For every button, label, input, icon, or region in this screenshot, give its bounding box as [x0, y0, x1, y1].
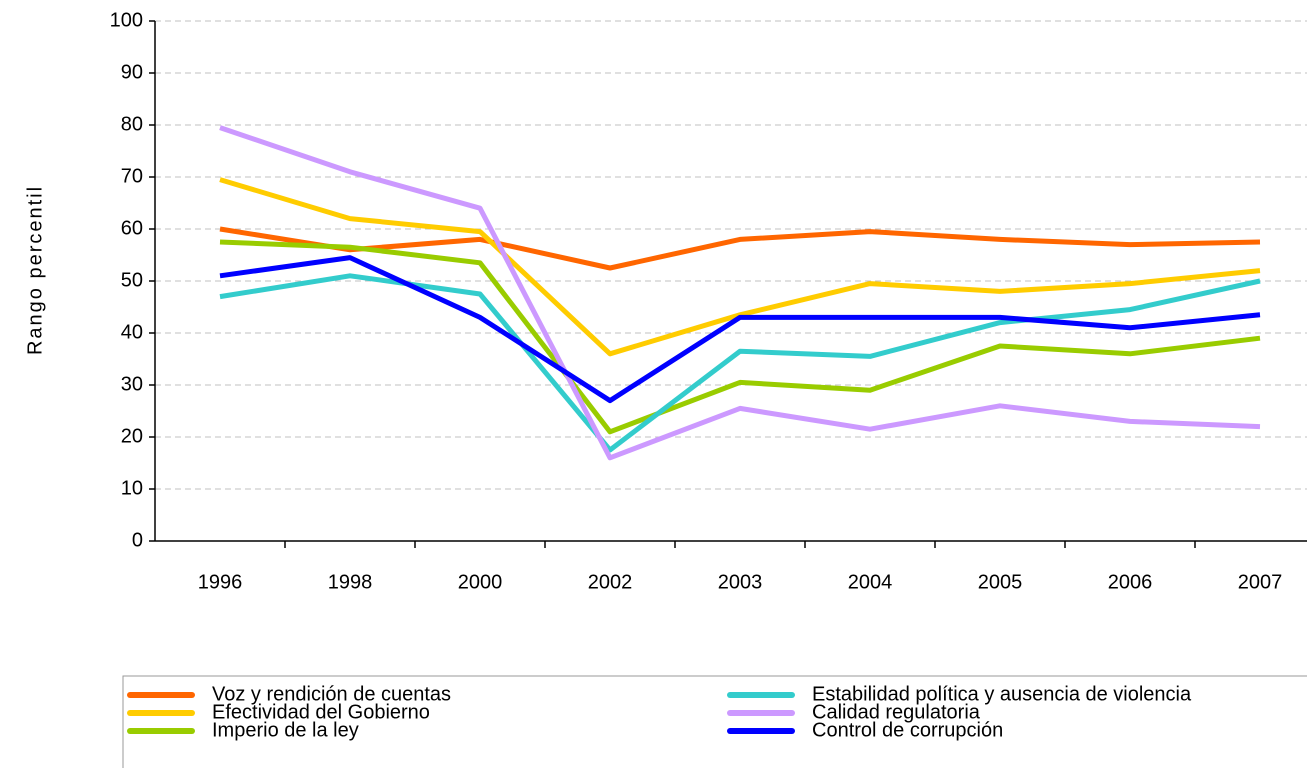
y-tick-label: 90	[121, 61, 143, 83]
series-line	[219, 226, 1261, 271]
x-tick-label: 2004	[848, 571, 893, 593]
x-tick-label: 2000	[458, 571, 503, 593]
y-tick-label: 20	[121, 425, 143, 447]
y-tick-label: 40	[121, 321, 143, 343]
series-line	[219, 177, 1261, 357]
y-tick-label: 0	[132, 529, 143, 551]
legend-box	[122, 675, 1307, 768]
series-line	[219, 239, 1261, 435]
y-tick-label: 30	[121, 373, 143, 395]
legend-label: Efectividad del Gobierno	[212, 701, 430, 723]
legend-label: Estabilidad política y ausencia de viole…	[812, 683, 1192, 705]
legend-label: Imperio de la ley	[212, 719, 359, 741]
legend-label: Control de corrupción	[812, 719, 1003, 741]
y-tick-label: 100	[110, 9, 143, 31]
x-tick-label: 2005	[978, 571, 1023, 593]
x-tick-label: 2003	[718, 571, 763, 593]
legend-label: Calidad regulatoria	[812, 701, 981, 723]
y-tick-label: 70	[121, 165, 143, 187]
series-line	[219, 125, 1261, 461]
y-tick-label: 10	[121, 477, 143, 499]
y-axis-label: Rango percentil	[24, 185, 46, 355]
legend-label: Voz y rendición de cuentas	[212, 683, 451, 705]
y-tick-label: 50	[121, 269, 143, 291]
x-tick-label: 1996	[198, 571, 243, 593]
series-line	[219, 255, 1261, 404]
y-tick-label: 80	[121, 113, 143, 135]
y-tick-label: 60	[121, 217, 143, 239]
x-tick-label: 2007	[1238, 571, 1283, 593]
x-tick-label: 2002	[588, 571, 633, 593]
x-tick-label: 2006	[1108, 571, 1153, 593]
series-line	[219, 273, 1261, 453]
x-tick-label: 1998	[328, 571, 373, 593]
